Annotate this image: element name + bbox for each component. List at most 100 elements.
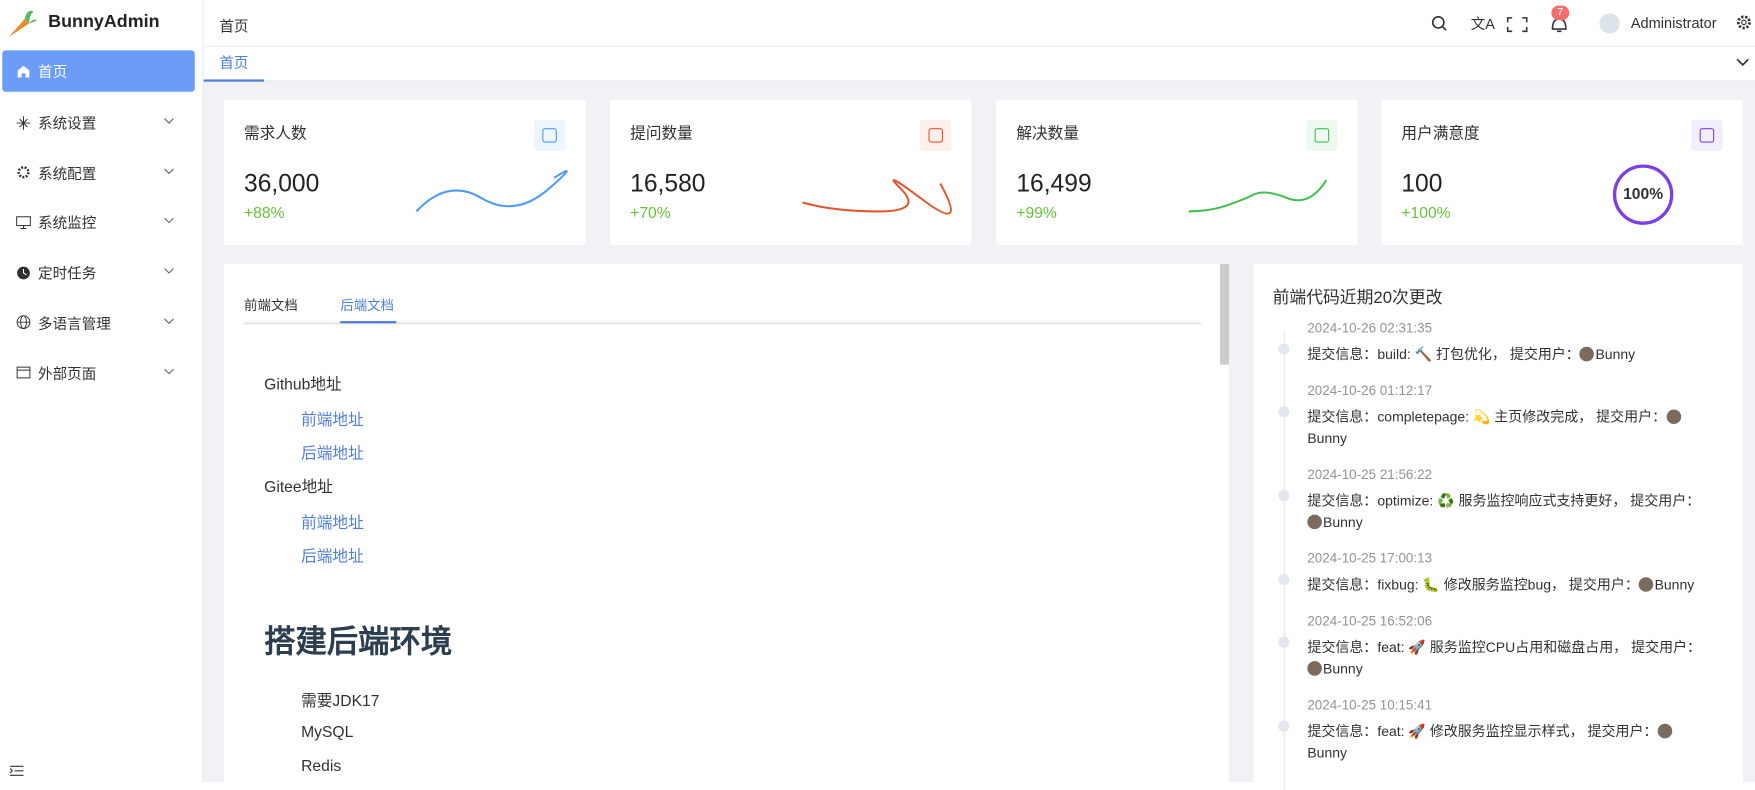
chevron [164,318,174,324]
timeline-dot [1278,343,1290,355]
message-text: build: 🔨 打包优化， [1377,346,1506,363]
commit-time: 2024-10-26 02:31:35 [1307,319,1433,336]
gauge-label: 100% [1623,184,1664,203]
doc-tab[interactable]: 后端文档 [340,297,395,314]
commit-time: 2024-10-25 21:56:22 [1307,466,1433,483]
nav-icon [16,216,31,229]
doc-link[interactable]: 前端地址 [301,513,364,532]
user-name[interactable]: Administrator [1630,14,1717,32]
user-label: 提交用户： [1568,577,1639,593]
breadcrumb[interactable]: 首页 [219,17,249,35]
card-value: 100 [1401,168,1443,197]
card-title: 提问数量 [630,124,693,143]
commit-time: 2024-10-25 17:00:13 [1307,550,1433,567]
timeline-dot [1278,573,1290,586]
logo [8,10,37,37]
avatar [1666,409,1681,424]
card-icon [1691,119,1723,152]
chevron [164,118,174,124]
commit-item: 2024-10-25 10:15:41 提交信息：feat: 🚀 修改服务监控显示… [1254,697,1705,764]
user-label: 提交用户： [1596,409,1667,426]
card-icon [920,119,952,152]
card-title: 解决数量 [1016,124,1080,143]
message-label: 提交信息： [1307,723,1378,740]
scrollbar[interactable] [1220,264,1229,365]
card-icon [1306,119,1338,152]
nav-label: 系统监控 [38,215,97,233]
chevron [164,368,174,374]
avatar [1657,723,1673,739]
header: 首页 文A 7 Administrator [203,0,1755,47]
commit-message: 提交信息：fixbug: 🐛 修改服务监控bug， 提交用户： Bunny [1307,575,1704,596]
nav-item[interactable]: 多语言管理 [2,302,195,343]
nav-item[interactable]: 系统配置 [2,152,195,193]
timeline-dot [1278,406,1290,418]
docs-panel: 前端文档 后端文档 Github地址 前端地址 后端地址 Gitee地址 前端地址 后端地址搭… [223,264,1229,790]
chevron [164,168,174,174]
doc-link[interactable]: 后端地址 [301,444,364,463]
card-value: 16,580 [630,168,706,197]
section-title: Gitee地址 [264,477,333,496]
nav-item[interactable]: 首页 [2,50,195,92]
nav-icon [17,65,30,77]
settings-icon[interactable] [1736,15,1752,31]
user-label: 提交用户： [1587,723,1658,740]
user-label: 提交用户： [1509,346,1580,363]
stat-card: 用户满意度 100 +100% 100% [1381,99,1743,245]
section-title: Github地址 [264,374,342,393]
nav-item[interactable]: 系统设置 [2,102,195,143]
commit-item: 2024-10-26 01:12:17 提交信息：completepage: 💫 … [1254,383,1705,450]
chevron [164,218,174,224]
nav-label: 首页 [38,63,68,81]
nav-icon [16,315,31,330]
commit-message: 提交信息：feat: 🚀 服务监控CPU占用和磁盘占用， 提交用户： Bunny [1307,638,1704,681]
user-label: 提交用户： [1631,639,1702,656]
sparkline [610,100,972,249]
card-title: 需求人数 [244,124,307,143]
doc-link[interactable]: 后端地址 [301,547,364,565]
tab[interactable]: 首页 [203,47,265,82]
commit-time: 2024-10-25 16:52:06 [1307,613,1433,629]
card-title: 用户满意度 [1401,124,1480,143]
commit-item: 2024-10-25 17:00:13 提交信息：fixbug: 🐛 修改服务监控… [1254,550,1705,596]
doc-item: MySQL [301,722,354,741]
avatar [1307,661,1322,676]
message-text: completepage: 💫 主页修改完成， [1377,409,1593,426]
svg-text:文A: 文A [1471,16,1496,33]
card-change: +99% [1016,203,1057,222]
card-change: +70% [630,203,671,222]
commit-message: 提交信息：build: 🔨 打包优化， 提交用户： Bunny [1307,345,1704,366]
user-name: Bunny [1307,745,1348,761]
message-text: optimize: ♻️ 服务监控响应式支持更好， [1377,493,1627,510]
message-label: 提交信息： [1307,639,1378,656]
user-name: Bunny [1323,514,1363,531]
doc-item: Redis [301,756,342,775]
nav-label: 多语言管理 [38,315,111,333]
nav-item[interactable]: 定时任务 [2,252,195,293]
nav-item[interactable]: 系统监控 [2,202,195,243]
nav-item[interactable]: 外部页面 [2,352,195,393]
collapse-icon[interactable] [9,764,25,777]
card-change: +88% [244,203,285,222]
stat-card: 需求人数 36,000 +88% [223,99,586,245]
commit-item: 2024-10-25 16:52:06 提交信息：feat: 🚀 服务监控CPU占… [1254,613,1705,680]
message-label: 提交信息： [1307,409,1378,426]
user-label: 提交用户： [1630,493,1701,510]
doc-link[interactable]: 前端地址 [301,410,364,429]
nav-icon [17,266,30,279]
doc-tab[interactable]: 前端文档 [244,297,298,314]
commit-message: 提交信息：completepage: 💫 主页修改完成， 提交用户： Bunny [1307,407,1704,450]
sidebar: BunnyAdmin 首页 系统设置 系统配置 系统监控 定时任务 多语言管理 外部页面 [0,0,204,782]
stat-card: 提问数量 16,580 +70% [610,99,972,245]
commit-item: 2024-10-26 02:31:35 提交信息：build: 🔨 打包优化， 提… [1254,320,1705,366]
timeline-dot [1278,489,1290,502]
tab-indicator [340,321,397,324]
user-name: Bunny [1323,661,1363,677]
nav-icon [16,366,31,379]
tab-menu[interactable] [1736,58,1749,67]
card-change: +100% [1401,203,1451,222]
commit-item: 2024-10-25 21:56:22 提交信息：optimize: ♻️ 服务监… [1254,466,1705,533]
card-value: 36,000 [244,168,320,197]
commit-message: 提交信息：feat: 🚀 修改服务监控显示样式， 提交用户： Bunny [1307,722,1704,765]
